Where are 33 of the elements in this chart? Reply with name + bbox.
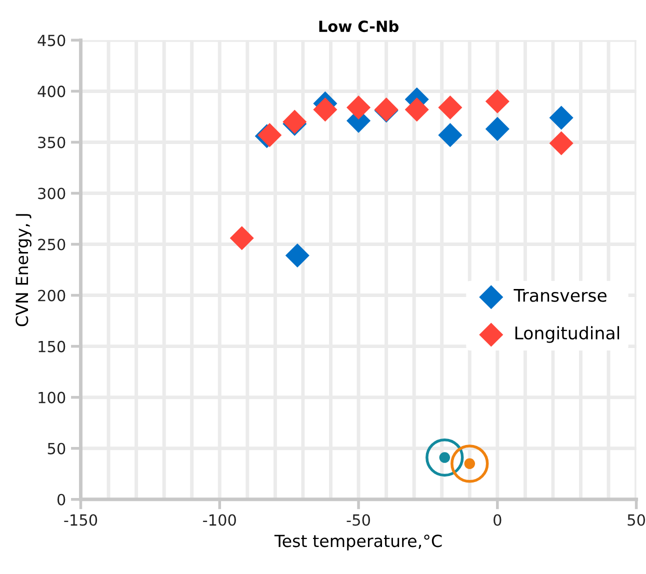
- point: [438, 123, 462, 148]
- y-tick-label: 250: [38, 238, 66, 250]
- y-axis-title: CVN Energy, J: [16, 214, 32, 326]
- point: [346, 96, 371, 120]
- y-tick-label: 50: [48, 442, 66, 454]
- legend-label: Transverse: [514, 289, 606, 302]
- point: [285, 243, 310, 268]
- point: [438, 96, 462, 120]
- y-tick-label: 300: [38, 188, 66, 200]
- point: [313, 98, 338, 122]
- point: [485, 89, 510, 114]
- point: [485, 116, 510, 141]
- x-tick-label: -150: [64, 514, 98, 526]
- x-tick-label: 0: [494, 514, 502, 526]
- y-tick-label: 400: [38, 86, 66, 98]
- point: [450, 444, 489, 483]
- x-tick-label: -100: [203, 514, 236, 526]
- y-tick-label: 100: [38, 392, 66, 404]
- point: [404, 98, 429, 122]
- y-tick-label: 150: [38, 340, 66, 352]
- y-tick-label: 450: [38, 34, 66, 46]
- x-axis-title: Test temperature,°C: [274, 534, 442, 550]
- x-tick-label: 50: [628, 514, 646, 526]
- point: [230, 226, 254, 250]
- chart-title: Low C-Nb: [319, 20, 398, 32]
- point: [549, 106, 574, 130]
- point: [426, 438, 464, 477]
- y-tick-label: 350: [38, 136, 66, 148]
- point: [549, 131, 574, 156]
- legend-label: Longitudinal: [515, 326, 620, 343]
- x-tick-label: -50: [346, 514, 370, 526]
- y-tick-label: 200: [38, 290, 66, 302]
- y-tick-label: 0: [57, 494, 66, 506]
